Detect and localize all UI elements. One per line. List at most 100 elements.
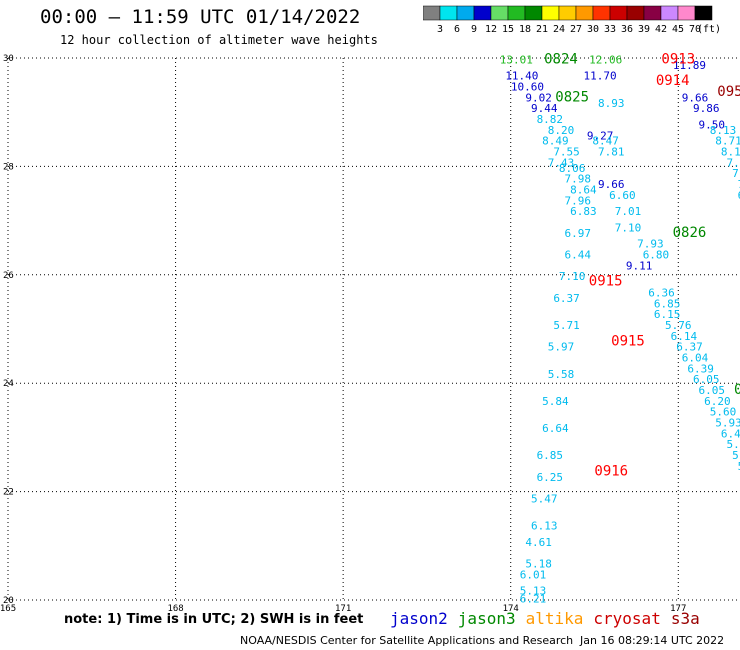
pass-time-label: 0826	[673, 225, 707, 241]
pass-time-label: 0953	[717, 84, 740, 100]
wave-height-value: 5.71	[553, 319, 580, 332]
y-tick-label: 26	[3, 271, 14, 281]
colorbar-label: 27	[570, 24, 582, 35]
wave-height-value: 7.98	[564, 173, 591, 186]
pass-time-label: 0914	[656, 73, 690, 89]
wave-height-value: 5.58	[548, 368, 575, 381]
wave-height-value: 7.96	[564, 194, 591, 207]
wave-height-value: 6.15	[654, 308, 681, 321]
x-tick-label: 165	[0, 604, 16, 614]
wave-height-value: 6.21	[520, 593, 547, 606]
legend-item-cryosat: cryosat	[593, 609, 661, 628]
wave-height-value: 6.37	[676, 341, 703, 354]
colorbar-label: 39	[638, 24, 650, 35]
colorbar-label: 45	[672, 24, 684, 35]
wave-height-value: 6.39	[687, 362, 714, 375]
wave-height-value: 9.11	[626, 259, 653, 272]
wave-height-value: 6.80	[643, 249, 670, 262]
wave-height-value: 6.85	[654, 297, 681, 310]
x-tick-label: 174	[503, 604, 519, 614]
wave-height-value: 7.10	[559, 270, 586, 283]
footer-credit: NOAA/NESDIS Center for Satellite Applica…	[240, 634, 574, 647]
page-title: 00:00 – 11:59 UTC 01/14/2022	[40, 6, 361, 28]
wave-height-value: 7.64	[738, 178, 740, 191]
colorbar-label: 12	[485, 24, 497, 35]
wave-height-value: 5.13	[520, 585, 547, 598]
wave-height-value: 9.02	[525, 91, 552, 104]
wave-height-value: 6.60	[609, 189, 636, 202]
wave-height-value: 12.06	[589, 53, 622, 66]
colorbar: 3 6 9 12 15 18 21 24 27 30 33 36 39 42 45 70 (ft)	[422, 5, 723, 41]
wave-height-value: 11.89	[673, 59, 706, 72]
x-tick-label: 168	[167, 604, 183, 614]
page-subtitle: 12 hour collection of altimeter wave hei…	[60, 33, 378, 47]
wave-height-value: 4.61	[525, 536, 552, 549]
wave-height-value: 6.05	[693, 373, 720, 386]
pass-time-label: 0915	[589, 274, 623, 290]
wave-height-value: 6.97	[564, 227, 591, 240]
pass-time-label: 0915	[611, 333, 645, 349]
wave-height-value: 8.71	[715, 135, 740, 148]
wave-height-value: 6.84	[738, 189, 740, 202]
wave-height-value: 9.66	[682, 91, 709, 104]
footer-timestamp: Jan 16 08:29:14 UTC 2022	[580, 634, 725, 647]
y-tick-label: 22	[3, 488, 14, 498]
wave-height-value: 6.85	[537, 449, 564, 462]
satellite-legend: jason2 jason3 altika cryosat s3a	[390, 609, 710, 628]
wave-height-value: 6.13	[531, 520, 558, 533]
wave-height-value: 7.96	[726, 156, 740, 169]
colorbar-label: 70	[689, 24, 701, 35]
y-tick-label: 20	[3, 596, 14, 606]
legend-item-altika: altika	[525, 609, 584, 628]
colorbar-label: 24	[553, 24, 565, 35]
legend-item-jason3: jason3	[457, 609, 516, 628]
colorbar-label: 9	[471, 24, 477, 35]
wave-height-value: 6.01	[520, 568, 547, 581]
wave-height-value: 8.14	[721, 146, 740, 159]
wave-height-value: 6.83	[570, 205, 597, 218]
wave-height-value: 11.70	[584, 70, 617, 83]
wave-height-value: 8.93	[598, 97, 625, 110]
pass-time-label: 0827	[734, 382, 740, 398]
wave-height-value: 7.55	[553, 146, 580, 159]
colorbar-label: 42	[655, 24, 667, 35]
wave-height-value: 6.64	[542, 422, 569, 435]
wave-height-value: 7.43	[548, 156, 575, 169]
wave-height-value: 11.40	[505, 70, 538, 83]
wave-height-value: 7.10	[615, 221, 642, 234]
wave-height-value: 5.18	[525, 557, 552, 570]
wave-height-value: 5.84	[542, 395, 569, 408]
wave-height-value: 5.97	[548, 341, 575, 354]
wave-height-value: 6.14	[671, 330, 698, 343]
note-text: note: 1) Time is in UTC; 2) SWH is in fe…	[64, 612, 364, 627]
colorbar-label: 18	[519, 24, 531, 35]
wave-height-value: 8.13	[710, 124, 737, 137]
wave-height-value: 5.50	[738, 460, 740, 473]
wave-height-value: 9.50	[699, 118, 726, 131]
wave-height-value: 6.37	[553, 292, 580, 305]
wave-height-value: 6.05	[699, 384, 726, 397]
colorbar-swatch	[694, 5, 713, 21]
wave-height-value: 8.06	[559, 162, 586, 175]
wave-height-value: 6.20	[704, 395, 731, 408]
wave-height-value: 5.47	[531, 492, 558, 505]
wave-height-value: 13.01	[500, 53, 533, 66]
pass-time-label: 0825	[555, 89, 589, 105]
legend-item-s3a: s3a	[670, 609, 700, 628]
wave-height-value: 5.93	[715, 417, 740, 430]
wave-height-value: 6.04	[682, 352, 709, 365]
wave-height-value: 8.82	[537, 113, 564, 126]
wave-height-value: 7.81	[598, 146, 625, 159]
wave-height-value: 9.66	[598, 178, 625, 191]
colorbar-label: 36	[621, 24, 633, 35]
colorbar-label: 6	[454, 24, 460, 35]
wave-height-value: 9.44	[531, 102, 558, 115]
wave-height-value: 7.77	[732, 167, 740, 180]
y-tick-label: 28	[3, 162, 14, 172]
colorbar-units: (ft)	[697, 24, 721, 35]
wave-height-value: 5.84	[732, 449, 740, 462]
wave-height-value: 10.60	[511, 81, 544, 94]
legend-item-jason2: jason2	[390, 609, 448, 628]
wave-height-value: 6.48	[721, 427, 740, 440]
